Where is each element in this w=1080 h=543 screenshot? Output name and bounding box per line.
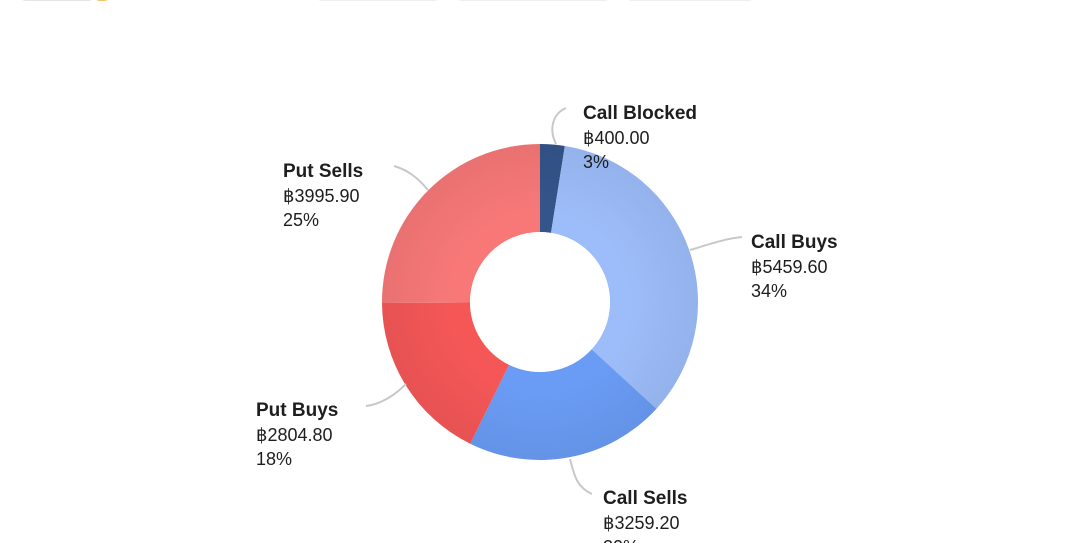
slice-label-call-buys: Call Buys bbox=[751, 232, 838, 253]
leader-line-put-sells bbox=[393, 165, 429, 191]
slice-percent-put-sells: 25% bbox=[283, 210, 319, 230]
slice-percent-call-blocked: 3% bbox=[583, 152, 609, 172]
slice-percent-put-buys: 18% bbox=[256, 449, 292, 469]
slice-value-put-buys: ฿2804.80 bbox=[256, 425, 333, 445]
leader-line-call-buys bbox=[689, 236, 743, 251]
slice-value-call-blocked: ฿400.00 bbox=[583, 128, 650, 148]
slice-label-call-sells: Call Sells bbox=[603, 488, 688, 509]
slice-label-put-buys: Put Buys bbox=[256, 400, 338, 421]
slices-group bbox=[382, 144, 698, 461]
leader-line-call-sells bbox=[569, 458, 593, 495]
slice-label-call-blocked: Call Blocked bbox=[583, 103, 697, 124]
slice-label-put-sells: Put Sells bbox=[283, 161, 363, 182]
title-fragment bbox=[318, 0, 752, 2]
labels-group: Call Blocked ฿400.00 3% Call Buys ฿5459.60 34… bbox=[256, 103, 838, 543]
logo-fragment bbox=[22, 0, 112, 2]
donut-hole bbox=[470, 232, 610, 372]
leader-line-put-buys bbox=[365, 383, 407, 407]
leader-line-call-blocked bbox=[551, 107, 567, 145]
leader-lines-group bbox=[365, 107, 743, 495]
slice-percent-call-sells: 20% bbox=[603, 537, 639, 543]
slice-value-call-sells: ฿3259.20 bbox=[603, 513, 680, 533]
slice-value-put-sells: ฿3995.90 bbox=[283, 186, 360, 206]
slice-percent-call-buys: 34% bbox=[751, 281, 787, 301]
slice-value-call-buys: ฿5459.60 bbox=[751, 257, 828, 277]
